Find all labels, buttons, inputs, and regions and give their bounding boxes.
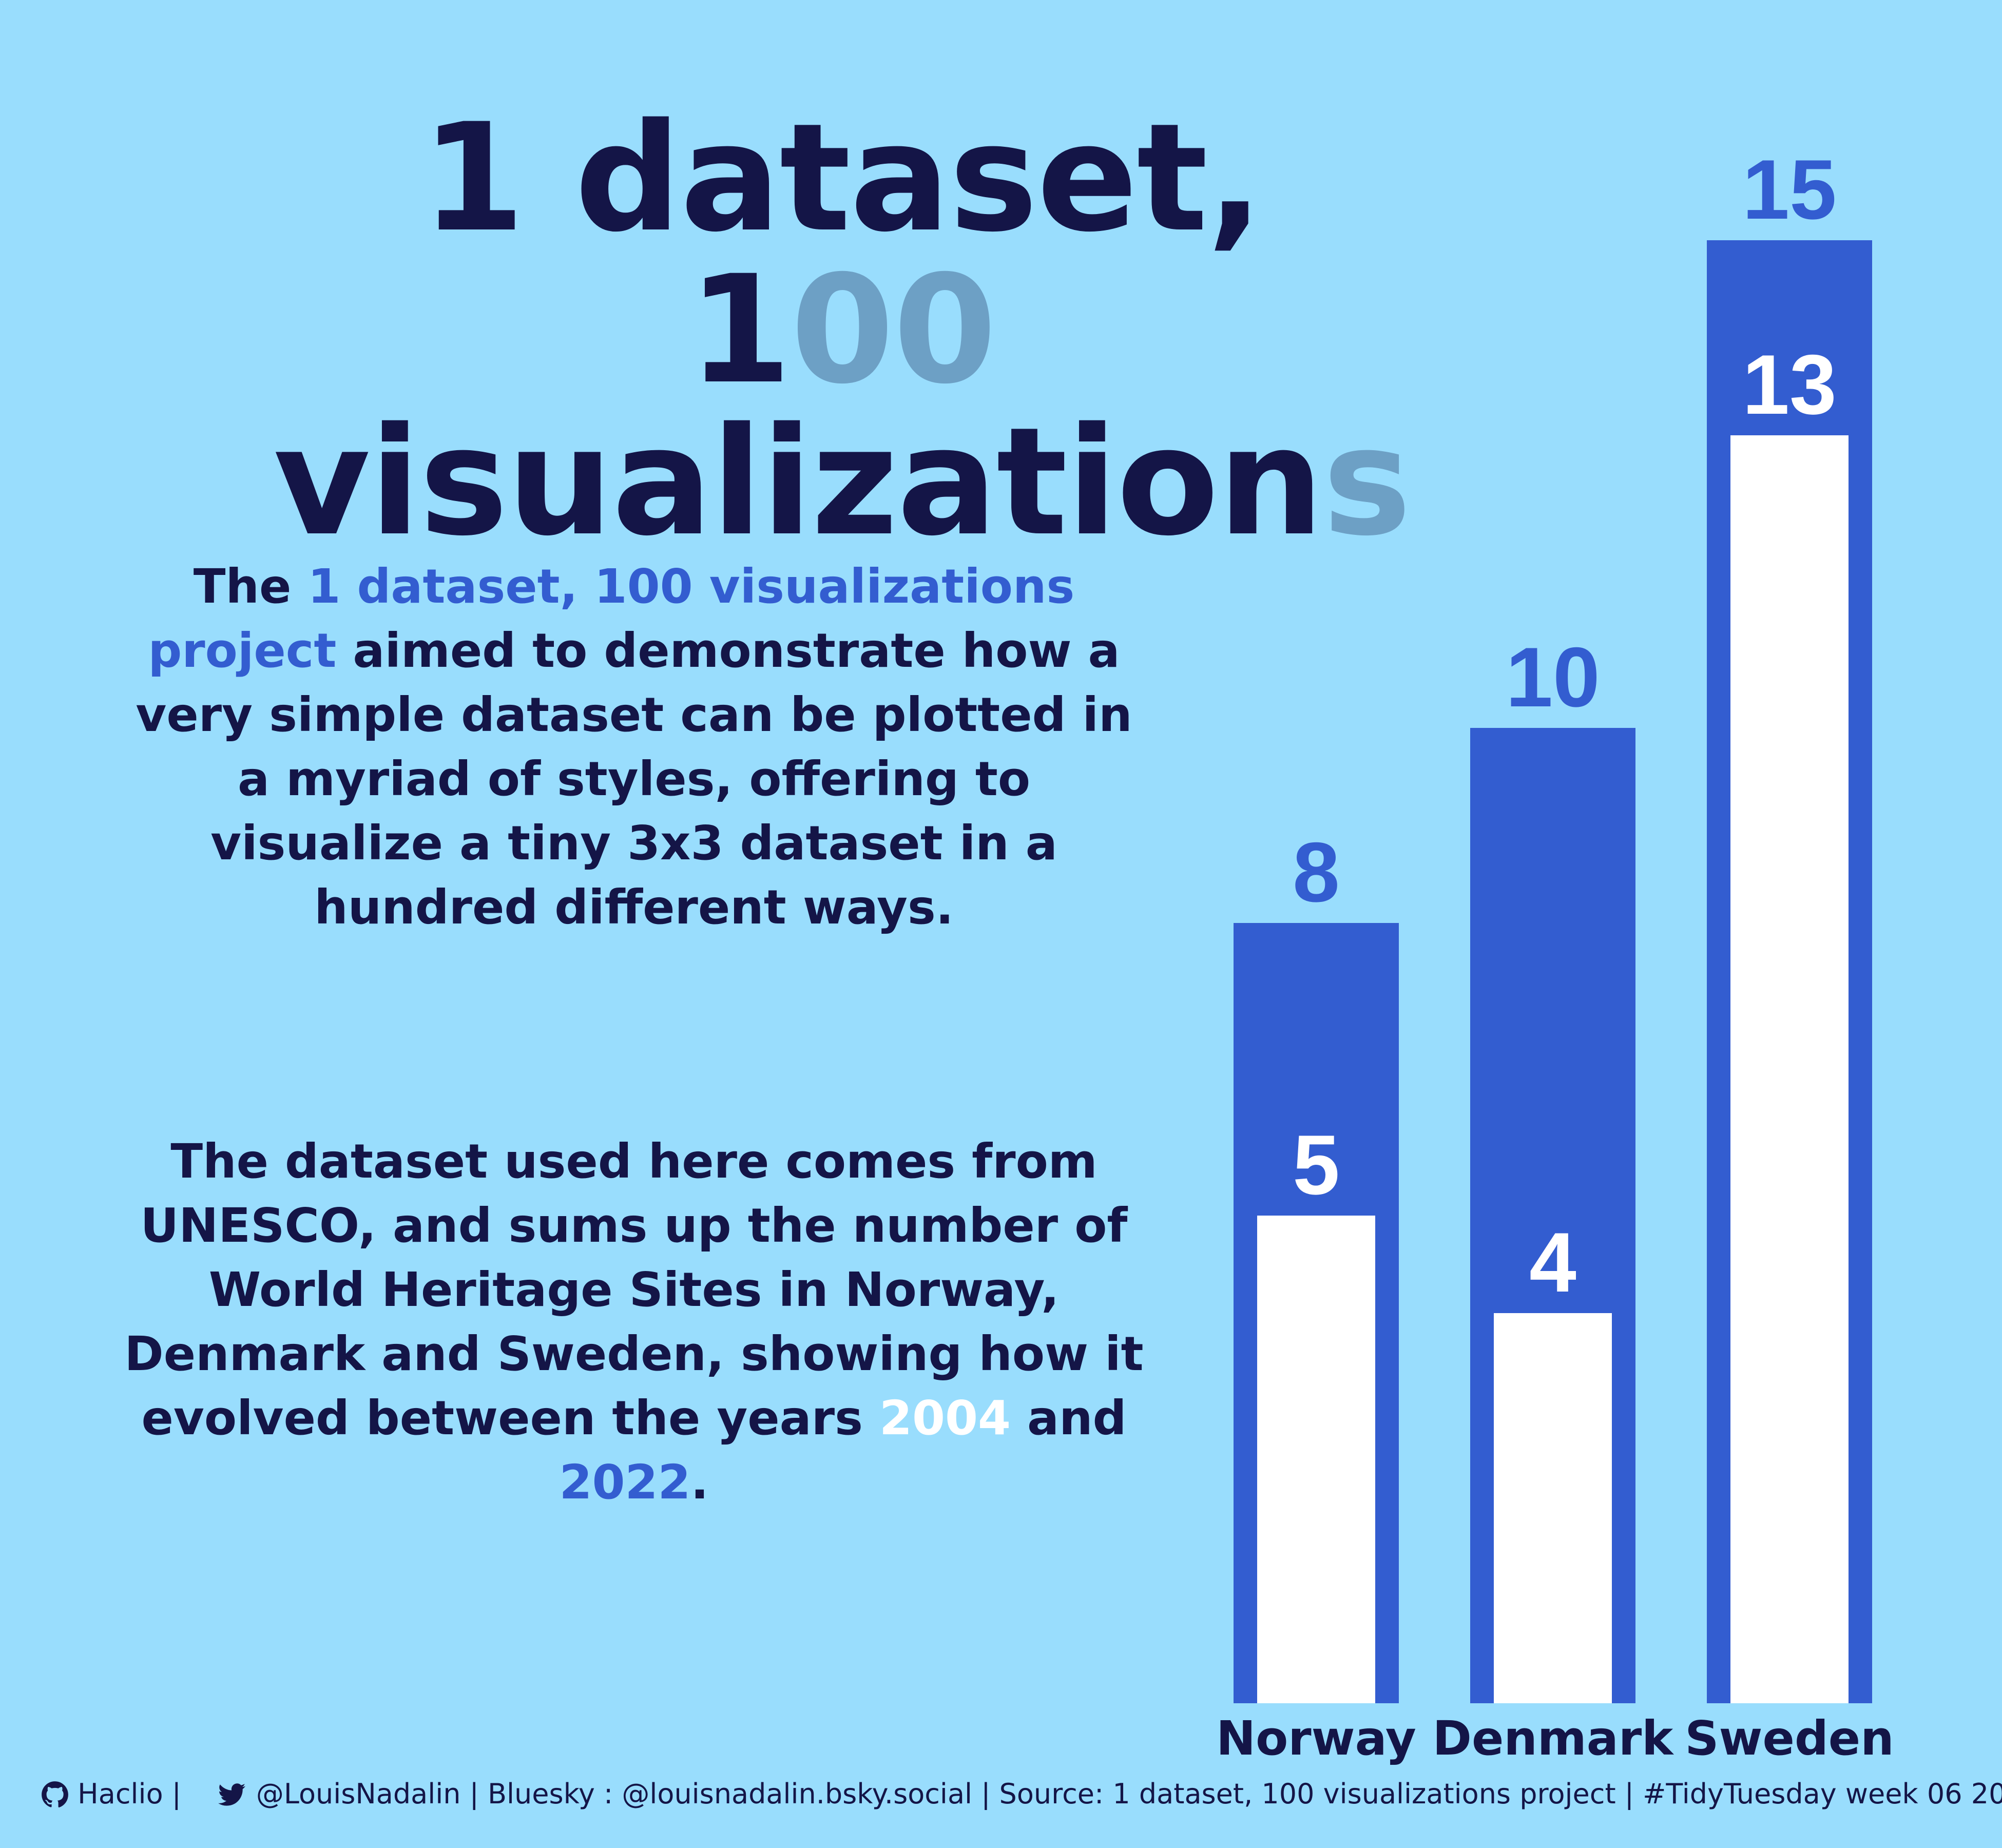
page-title: 1 dataset, 100 visualizations bbox=[175, 103, 1509, 558]
value-label-2004-denmark: 4 bbox=[1529, 1215, 1576, 1310]
x-tick-label-sweden: Sweden bbox=[1685, 1711, 1894, 1766]
value-label-2004-sweden: 13 bbox=[1742, 337, 1837, 432]
footer-credits: @LouisNadalin | Bluesky : @louisnadalin.… bbox=[256, 1778, 2002, 1810]
github-icon bbox=[42, 1781, 68, 1807]
value-label-2022-norway: 8 bbox=[1293, 825, 1340, 919]
dataset-text-and: and bbox=[1011, 1391, 1127, 1446]
twitter-icon bbox=[218, 1783, 245, 1806]
bar-2004-norway bbox=[1257, 1216, 1375, 1703]
title-line-2-s: s bbox=[1322, 395, 1412, 569]
dataset-text-start: The dataset used here comes from UNESCO,… bbox=[124, 1134, 1144, 1446]
year-2004-highlight: 2004 bbox=[879, 1391, 1011, 1446]
footer: Haclio | @LouisNadalin | Bluesky : @loui… bbox=[41, 1774, 2002, 1815]
project-name-highlight: 1 dataset, 100 visualizations project bbox=[148, 559, 1075, 678]
dataset-text-end: . bbox=[690, 1455, 709, 1510]
value-label-2022-sweden: 15 bbox=[1742, 142, 1837, 237]
x-tick-label-denmark: Denmark bbox=[1433, 1711, 1674, 1766]
title-line-1: 1 dataset, bbox=[421, 92, 1263, 265]
title-line-2-one: 1 bbox=[688, 243, 792, 417]
github-handle: Haclio | bbox=[78, 1778, 181, 1810]
bar-2004-sweden bbox=[1730, 435, 1849, 1703]
dataset-paragraph: The dataset used here comes from UNESCO,… bbox=[121, 1129, 1147, 1514]
year-2022-highlight: 2022 bbox=[559, 1455, 691, 1510]
intro-text-start: The bbox=[193, 559, 308, 614]
value-label-2004-norway: 5 bbox=[1293, 1118, 1340, 1212]
x-tick-label-norway: Norway bbox=[1216, 1711, 1416, 1766]
intro-text-rest: aimed to demonstrate how a very simple d… bbox=[136, 623, 1132, 935]
title-line-2-zeros: 00 bbox=[791, 243, 997, 417]
bar-2004-denmark bbox=[1494, 1313, 1612, 1703]
bar-chart: 8 5 Norway 10 4 Denmark 15 13 Sweden bbox=[1216, 142, 1894, 1766]
intro-paragraph: The 1 dataset, 100 visualizations projec… bbox=[121, 554, 1147, 939]
title-line-2-word: visualization bbox=[273, 395, 1324, 569]
value-label-2022-denmark: 10 bbox=[1506, 630, 1600, 724]
